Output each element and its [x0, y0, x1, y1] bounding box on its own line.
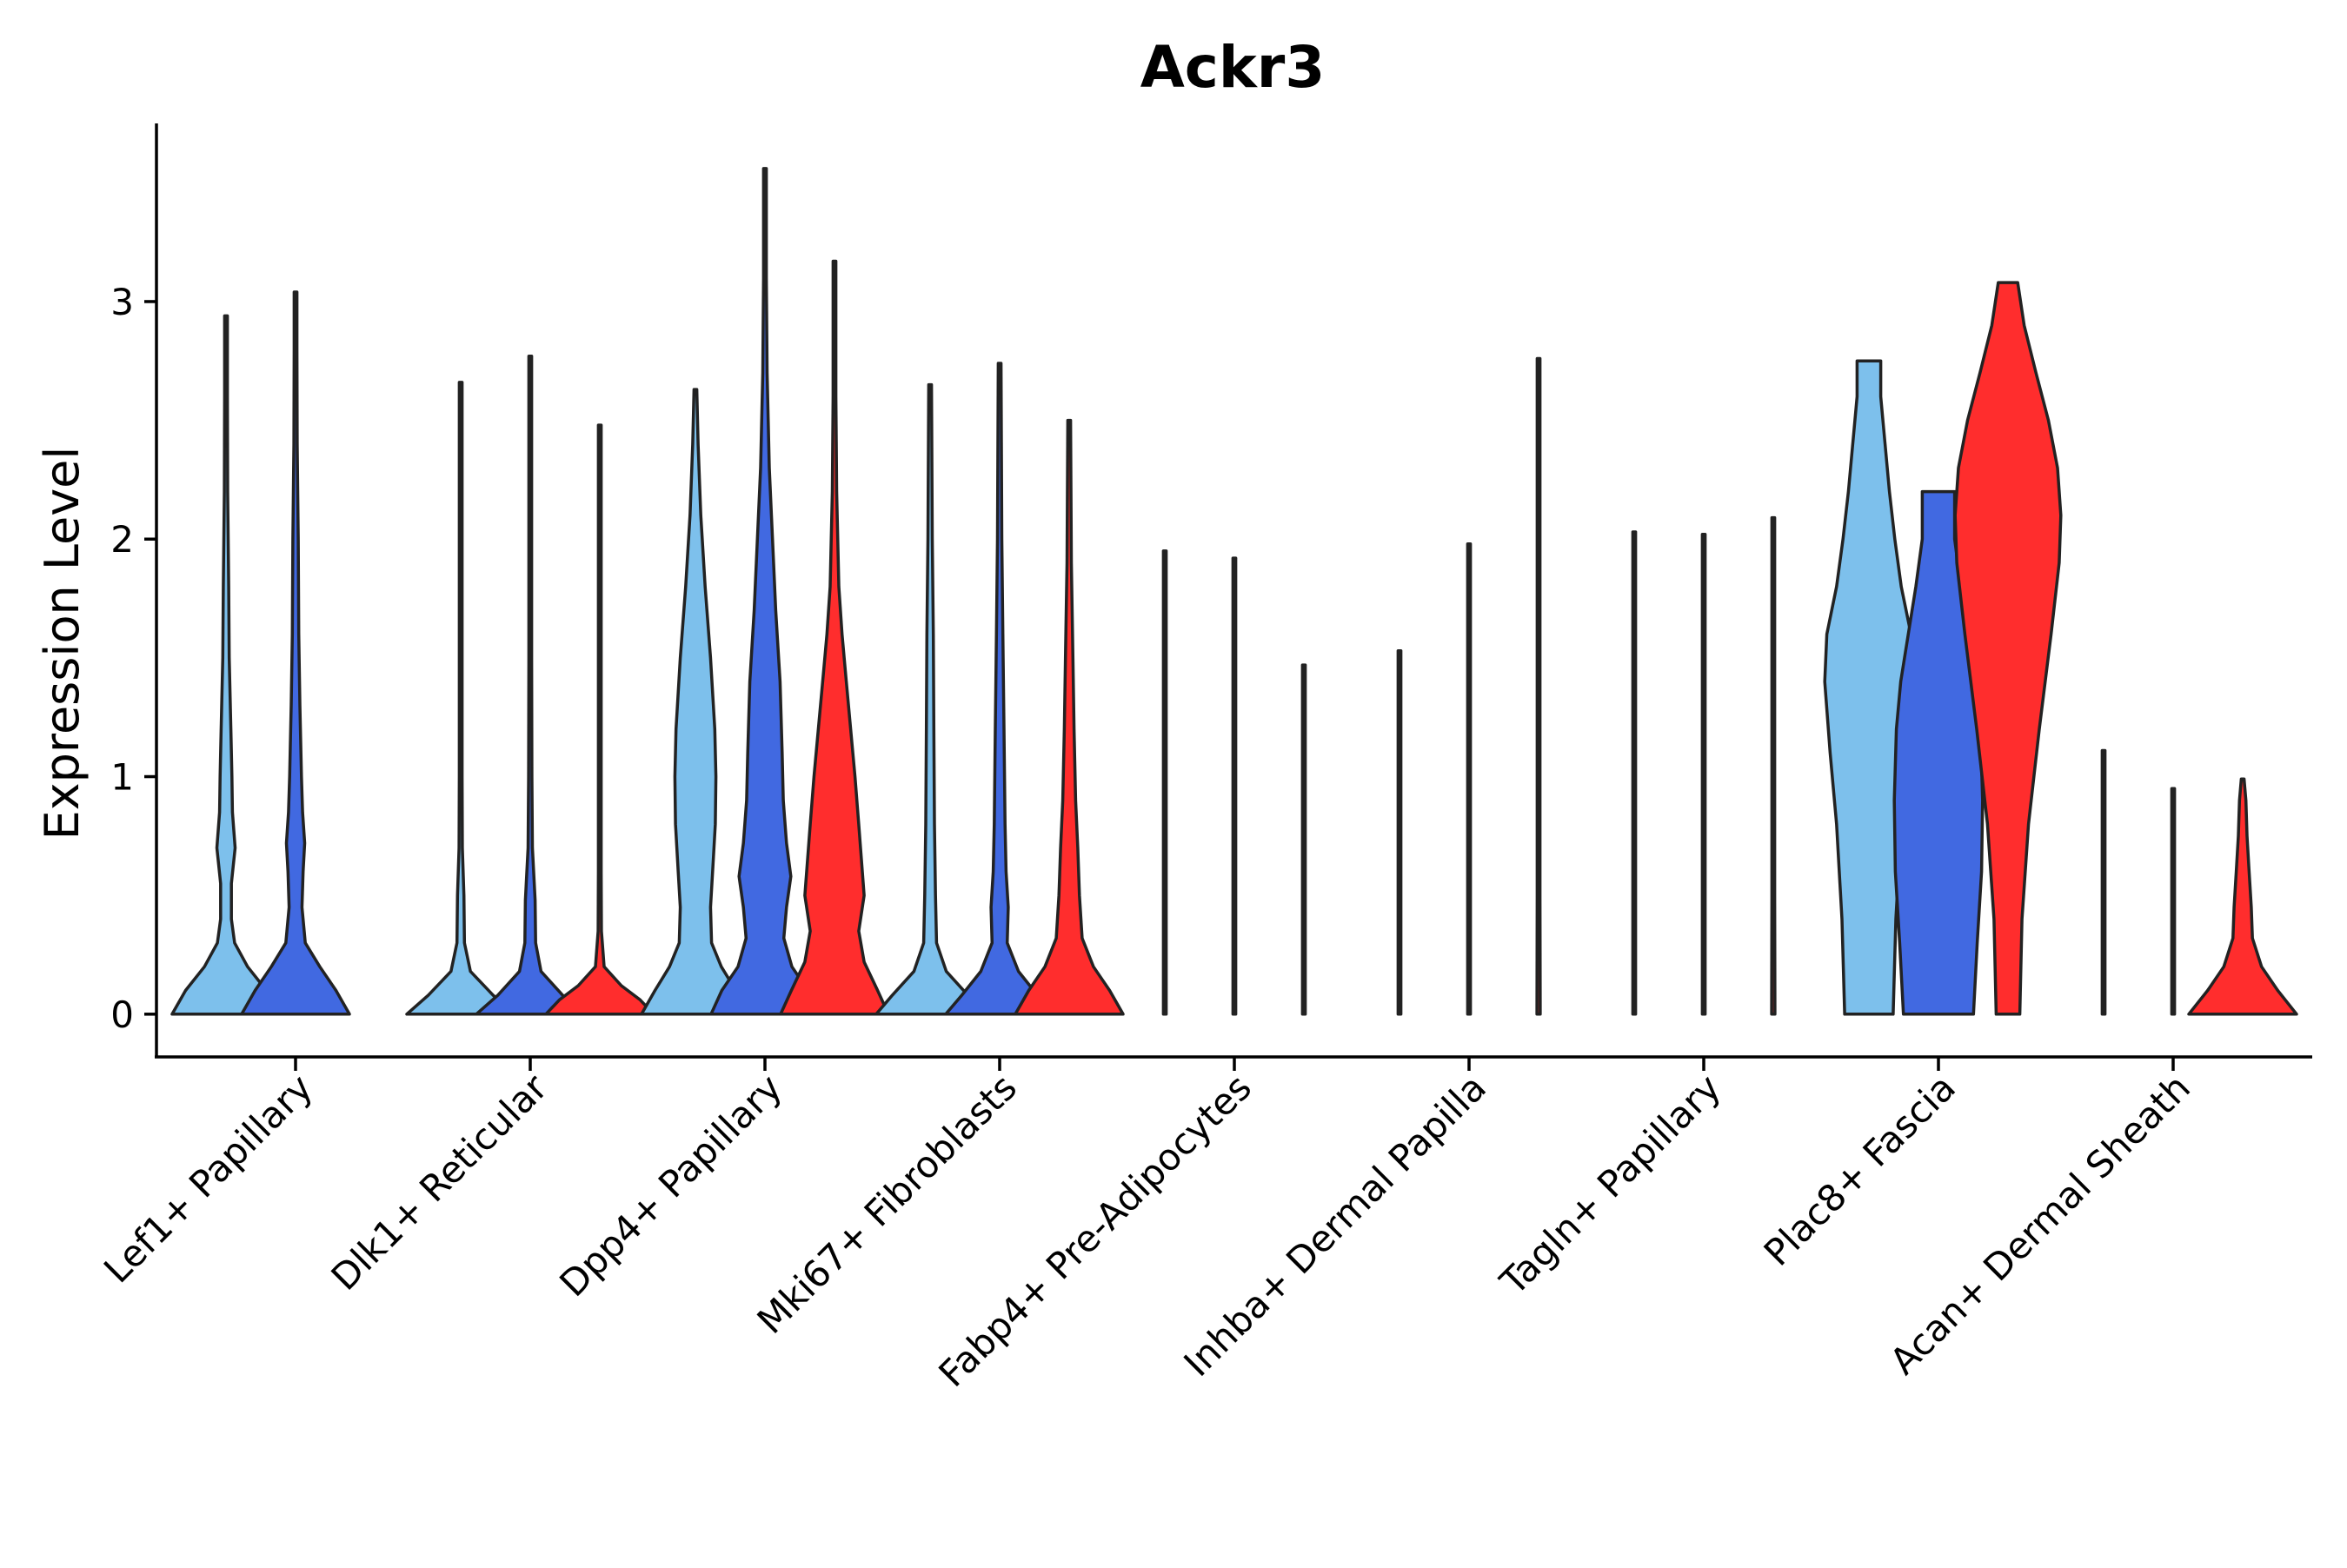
violin-inhba-dermal-papilla-group-2 [1466, 541, 1473, 1016]
violin-mki67-fibroblasts-group-2 [944, 362, 1055, 1016]
violin-acan-dermal-sheath-group-1 [2100, 748, 2107, 1016]
x-tick-label-plac8-fascia: Plac8+ Fascia [1756, 1066, 1964, 1273]
violin-dpp4-papillary-group-3 [779, 259, 890, 1016]
violin-dpp4-papillary-group-2 [709, 167, 821, 1016]
chart-title: Ackr3 [1140, 34, 1326, 101]
x-tick-label-dlk1-reticular: Dlk1+ Reticular [323, 1066, 556, 1299]
violin-dpp4-papillary-group-1 [640, 388, 751, 1016]
violin-acan-dermal-sheath-group-2 [2170, 787, 2177, 1016]
violin-lef1-papillary-group-1 [170, 314, 282, 1016]
y-tick-label-2: 2 [110, 518, 134, 561]
x-tick-label-mki67-fibroblasts: Mki67+ Fibroblasts [749, 1066, 1025, 1341]
y-tick-label-3: 3 [110, 281, 134, 323]
violin-mki67-fibroblasts-group-1 [874, 382, 986, 1016]
violin-dlk1-reticular-group-1 [405, 381, 516, 1016]
violin-tagln-papillary-group-3 [1770, 515, 1777, 1016]
violin-lef1-papillary-group-2 [240, 290, 351, 1016]
violins-layer [170, 167, 2298, 1016]
y-tick-label-1: 1 [110, 756, 134, 799]
violin-acan-dermal-sheath-group-3 [2187, 777, 2298, 1016]
violin-fabp4-pre-adipocytes-group-1 [1161, 549, 1168, 1016]
violin-dlk1-reticular-group-2 [475, 355, 586, 1016]
x-tick-label-tagln-papillary: Tagln+ Papillary [1492, 1066, 1729, 1303]
violin-plac8-fascia-group-3 [1953, 281, 2063, 1016]
y-tick-label-0: 0 [110, 993, 134, 1036]
violin-mki67-fibroblasts-group-3 [1014, 418, 1125, 1016]
violin-fabp4-pre-adipocytes-group-3 [1300, 663, 1307, 1016]
y-axis-label: Expression Level [35, 447, 90, 840]
y-ticks-layer: 0 1 2 3 [110, 281, 156, 1036]
violin-tagln-papillary-group-1 [1631, 530, 1638, 1016]
violin-fabp4-pre-adipocytes-group-2 [1231, 556, 1238, 1016]
violin-dlk1-reticular-group-3 [544, 423, 655, 1016]
x-tick-label-lef1-papillary: Lef1+ Papillary [96, 1066, 321, 1291]
violin-tagln-papillary-group-2 [1700, 533, 1707, 1016]
violin-inhba-dermal-papilla-group-3 [1535, 356, 1542, 1016]
x-tick-label-dpp4-papillary: Dpp4+ Papillary [551, 1066, 790, 1305]
violin-inhba-dermal-papilla-group-1 [1396, 648, 1403, 1016]
